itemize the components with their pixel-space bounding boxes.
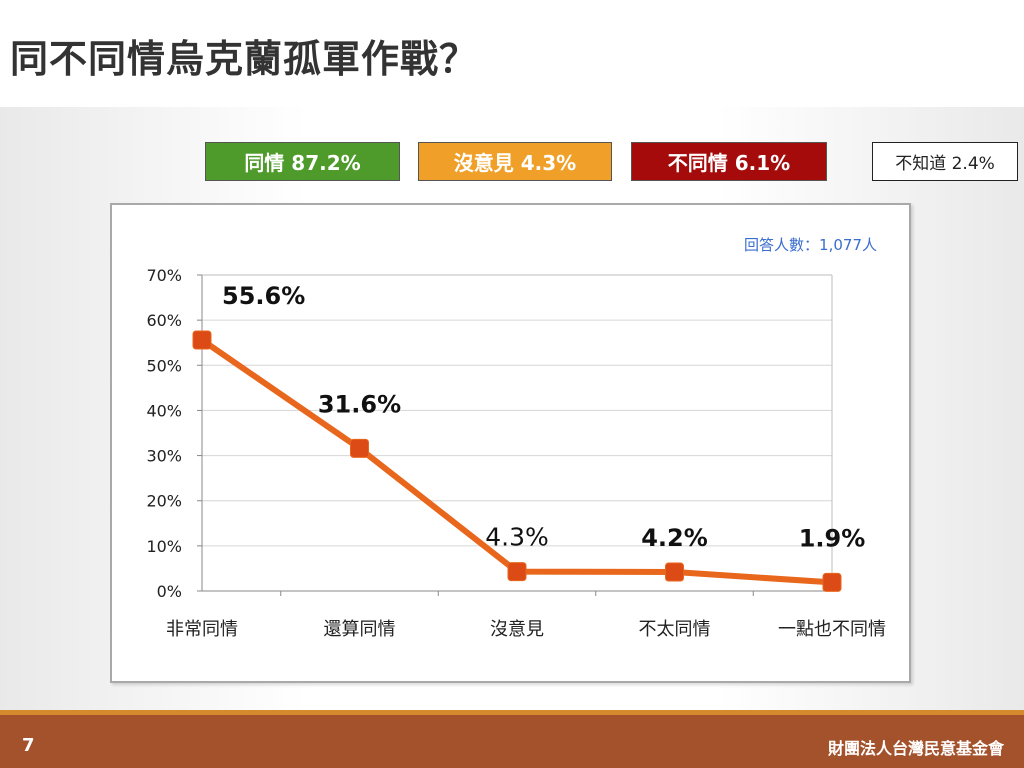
chart-frame: 回答人數：1,077人 0% 10% 20% 30% 40% 50% 60% 70% 非常同情 還… bbox=[110, 203, 911, 683]
x-tick-label: 非常同情 bbox=[166, 619, 238, 640]
y-tick-label: 10% bbox=[146, 537, 182, 556]
data-label: 55.6% bbox=[222, 282, 305, 310]
data-point-marker bbox=[350, 438, 369, 458]
organization-name: 財團法人台灣民意基金會 bbox=[827, 739, 1004, 758]
line-chart: 回答人數：1,077人 0% 10% 20% 30% 40% 50% 60% 70% 非常同情 還… bbox=[146, 236, 886, 640]
x-tick-label: 不太同情 bbox=[639, 619, 711, 640]
summary-box-sympathize: 同情 87.2% bbox=[205, 142, 400, 181]
y-tick-label: 30% bbox=[146, 447, 182, 466]
data-label: 4.3% bbox=[485, 523, 549, 552]
data-label: 1.9% bbox=[799, 524, 866, 552]
y-tick-label: 50% bbox=[146, 356, 182, 375]
y-tick-label: 60% bbox=[146, 311, 182, 330]
respondent-count-note: 回答人數：1,077人 bbox=[744, 236, 877, 254]
page-number: 7 bbox=[22, 735, 35, 756]
x-tick-label: 沒意見 bbox=[490, 619, 544, 640]
page-title: 同不同情烏克蘭孤軍作戰？ bbox=[10, 37, 479, 81]
summary-box-no-opinion: 沒意見 4.3% bbox=[418, 142, 612, 181]
footer-bar: 7 財團法人台灣民意基金會 bbox=[0, 710, 1024, 768]
data-label: 4.2% bbox=[641, 524, 708, 552]
summary-box-not-sympathize: 不同情 6.1% bbox=[631, 142, 827, 181]
data-point-marker bbox=[507, 562, 527, 582]
data-point-marker bbox=[665, 562, 684, 582]
y-tick-label: 40% bbox=[146, 401, 182, 420]
data-label: 31.6% bbox=[318, 390, 401, 418]
x-tick-label: 還算同情 bbox=[324, 619, 396, 640]
x-tick-label: 一點也不同情 bbox=[778, 619, 886, 640]
data-point-marker bbox=[192, 330, 212, 350]
y-tick-label: 20% bbox=[146, 492, 182, 511]
summary-box-dont-know: 不知道 2.4% bbox=[872, 142, 1018, 181]
data-point-marker bbox=[822, 572, 842, 592]
y-tick-label: 70% bbox=[146, 266, 182, 285]
y-tick-label: 0% bbox=[157, 582, 182, 601]
